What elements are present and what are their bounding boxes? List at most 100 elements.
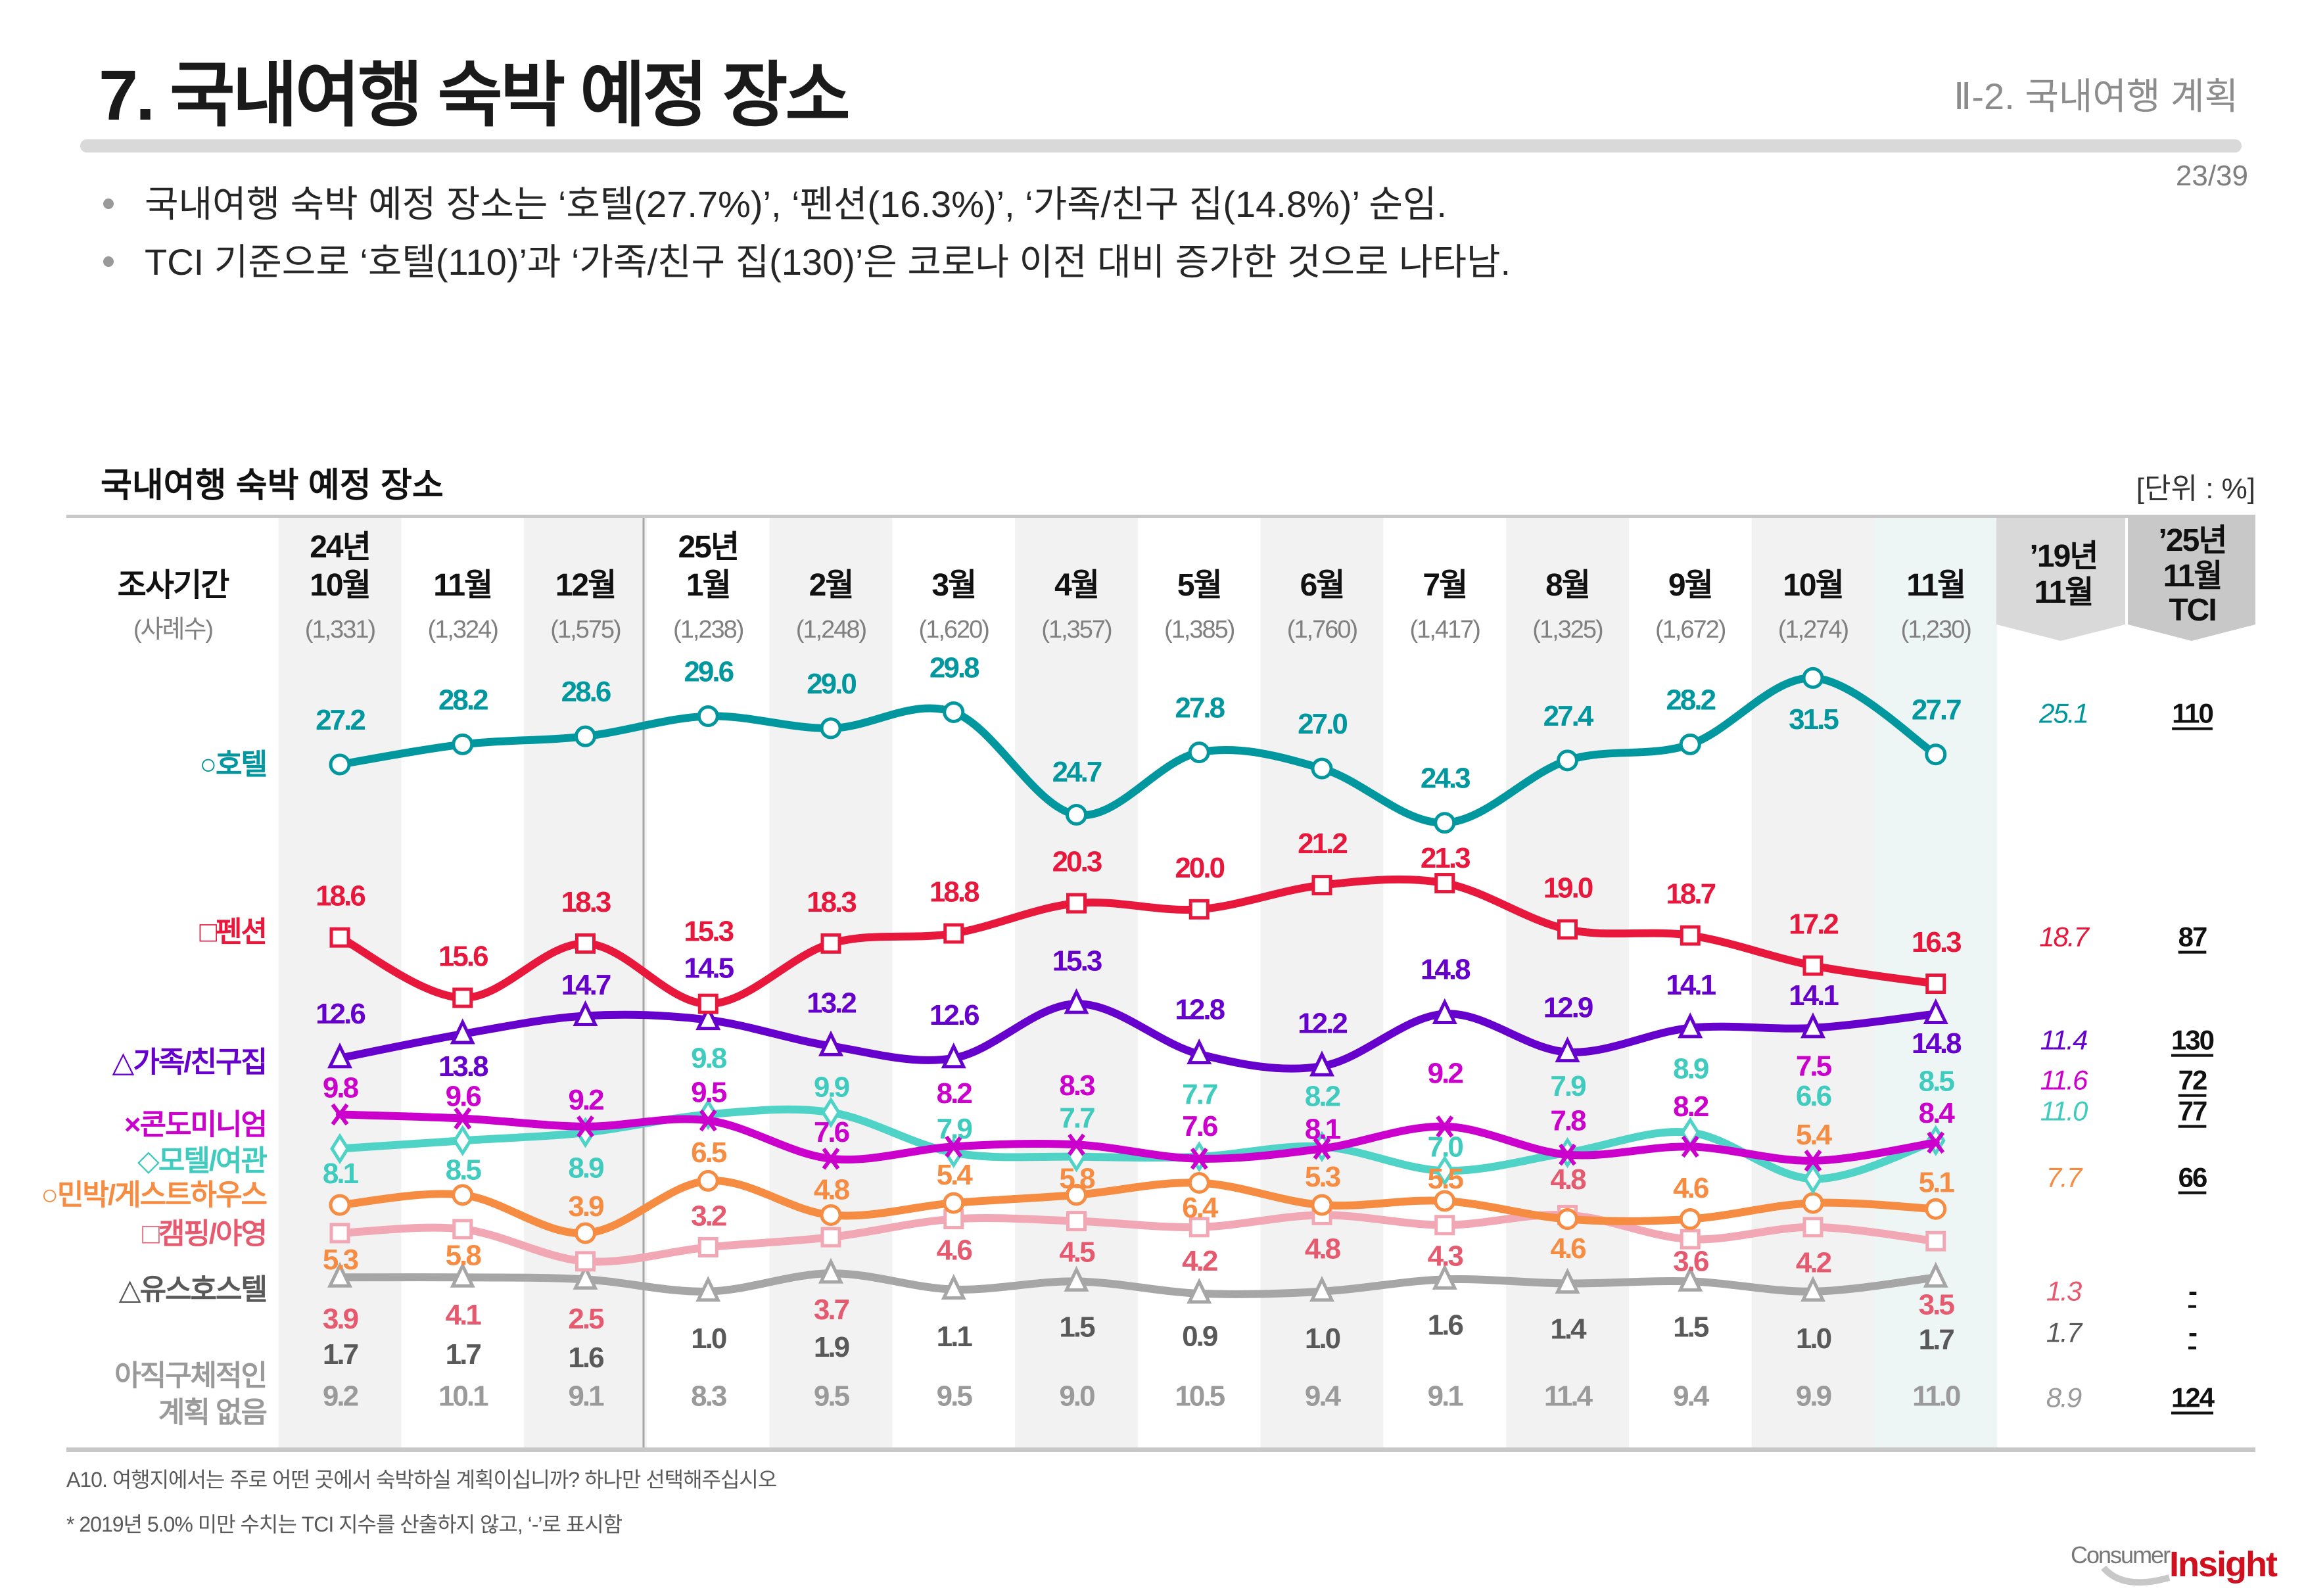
data-label: 28.6 <box>561 676 611 708</box>
data-point-marker <box>573 1000 598 1026</box>
header-2019 <box>1996 518 2125 641</box>
data-point-marker <box>1681 1135 1699 1158</box>
tci-value: 130 <box>2171 1025 2214 1056</box>
data-label: 1.7 <box>1919 1323 1954 1355</box>
no-plan-value: 9.4 <box>1673 1380 1710 1413</box>
data-point-marker <box>1309 1050 1334 1077</box>
column-month: 11월 <box>433 568 492 603</box>
data-point-marker <box>452 987 473 1008</box>
column-band <box>524 518 647 1447</box>
data-label: 27.8 <box>1175 692 1225 724</box>
data-label: 8.9 <box>1673 1053 1708 1085</box>
data-point-marker <box>1066 893 1087 914</box>
no-plan-label: 계획 없음 <box>158 1397 267 1429</box>
data-point-marker <box>1802 1192 1824 1214</box>
data-point-marker <box>450 1018 475 1044</box>
data-point-marker <box>941 1273 966 1300</box>
data-label: 9.2 <box>568 1084 603 1116</box>
data-label: 8.4 <box>1919 1097 1956 1129</box>
data-label: 0.9 <box>1182 1321 1217 1353</box>
data-point-marker <box>697 1236 718 1257</box>
data-label: 3.5 <box>1919 1288 1955 1321</box>
column-band <box>278 518 402 1447</box>
data-label: 9.2 <box>1428 1057 1463 1089</box>
column-bands <box>278 518 1998 1447</box>
data-point-marker <box>820 717 842 739</box>
table-top-line <box>66 515 2255 518</box>
title-underline-bar <box>80 139 2242 153</box>
column-month: 8월 <box>1545 568 1589 603</box>
column-month: 12월 <box>555 568 616 603</box>
data-label: 7.0 <box>1428 1131 1463 1163</box>
column-sample-size: (1,417) <box>1410 616 1480 644</box>
data-point-marker <box>452 733 474 755</box>
data-label: 8.1 <box>323 1158 359 1190</box>
data-label: 7.7 <box>1059 1102 1094 1135</box>
tci-value: 77 <box>2178 1096 2207 1127</box>
data-point-marker <box>697 993 718 1014</box>
data-label: 12.2 <box>1298 1007 1347 1039</box>
data-point-marker <box>1068 1133 1085 1156</box>
data-label: 8.3 <box>1059 1069 1094 1102</box>
data-label: 4.2 <box>1796 1246 1831 1279</box>
data-label: 18.8 <box>929 876 979 908</box>
data-label: 3.9 <box>568 1190 603 1223</box>
series-group <box>329 667 1947 834</box>
column-month: 3월 <box>931 568 976 603</box>
value-2019: 1.7 <box>2046 1317 2083 1348</box>
table-bottom-line <box>66 1447 2255 1452</box>
data-point-marker <box>1923 1261 1948 1288</box>
data-point-marker <box>820 1204 842 1226</box>
data-label: 4.3 <box>1428 1240 1463 1272</box>
data-point-marker <box>1432 1263 1457 1290</box>
data-label: 1.0 <box>691 1323 726 1355</box>
data-point-marker <box>576 1115 594 1138</box>
series-lines <box>327 667 1948 1304</box>
data-point-marker <box>1804 1150 1822 1172</box>
column-sample-size: (1,357) <box>1041 616 1112 644</box>
data-label: 7.6 <box>1182 1110 1217 1142</box>
data-label: 15.3 <box>1052 945 1102 977</box>
column-month: 10월 <box>310 568 370 603</box>
data-point-marker <box>1432 998 1457 1024</box>
data-point-marker <box>329 927 350 948</box>
header-tci-year: ’25년 <box>2159 523 2226 558</box>
data-point-marker <box>697 705 719 728</box>
data-point-marker <box>1066 1184 1087 1206</box>
data-label: 5.1 <box>1919 1166 1955 1198</box>
series-group <box>327 988 1948 1077</box>
column-band <box>1015 518 1138 1447</box>
period-label: 조사기간 <box>118 568 229 603</box>
data-label: 1.7 <box>446 1338 481 1371</box>
data-label: 1.6 <box>1428 1309 1463 1342</box>
data-label: 7.9 <box>937 1113 972 1145</box>
column-sample-size: (1,331) <box>305 616 375 644</box>
data-point-marker <box>452 1125 473 1156</box>
data-point-marker <box>1188 899 1210 920</box>
data-point-marker <box>329 1223 350 1244</box>
data-label: 6.5 <box>691 1137 727 1169</box>
data-point-marker <box>1559 1143 1576 1166</box>
data-point-marker <box>330 1133 350 1165</box>
data-label: 8.2 <box>1305 1080 1340 1112</box>
data-label: 2.5 <box>568 1303 604 1335</box>
data-label: 29.0 <box>807 668 856 700</box>
column-month: 1월 <box>686 568 730 603</box>
data-label: 4.8 <box>814 1174 850 1206</box>
data-label: 7.7 <box>1182 1079 1217 1111</box>
data-point-marker <box>1434 1155 1455 1186</box>
data-point-marker <box>1311 1194 1333 1216</box>
column-month: 9월 <box>1668 568 1712 603</box>
data-point-marker <box>1555 1036 1580 1063</box>
data-label: 20.3 <box>1052 846 1102 878</box>
data-label: 14.8 <box>1912 1027 1962 1060</box>
column-sample-size: (1,274) <box>1778 616 1848 644</box>
data-point-marker <box>1190 1147 1208 1170</box>
unit-label: [단위 : %] <box>2136 473 2255 505</box>
data-point-marker <box>1557 749 1578 772</box>
data-label: 14.1 <box>1666 969 1716 1001</box>
data-label: 3.7 <box>814 1294 849 1326</box>
column-month: 6월 <box>1300 568 1344 603</box>
data-label: 6.6 <box>1796 1080 1831 1112</box>
data-label: 15.6 <box>438 940 488 972</box>
